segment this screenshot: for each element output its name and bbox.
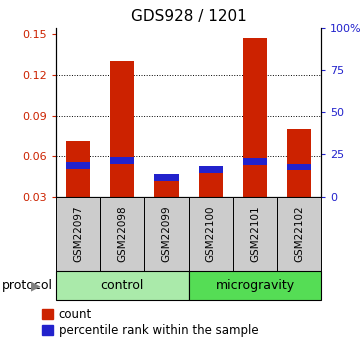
Text: GSM22100: GSM22100	[206, 206, 216, 262]
Bar	[199, 166, 223, 173]
Bar	[188, 271, 321, 300]
Bar	[56, 271, 188, 300]
Legend: count, percentile rank within the sample: count, percentile rank within the sample	[42, 308, 258, 337]
Text: GSM22099: GSM22099	[161, 205, 171, 262]
Bar	[155, 180, 179, 197]
Bar	[188, 197, 233, 271]
Text: protocol: protocol	[2, 279, 53, 292]
Bar	[243, 38, 267, 197]
Bar	[66, 162, 90, 169]
Bar	[100, 197, 144, 271]
Text: control: control	[101, 279, 144, 292]
Bar	[243, 158, 267, 165]
Bar	[144, 197, 188, 271]
Text: GSM22098: GSM22098	[117, 205, 127, 262]
Bar	[56, 197, 100, 271]
Text: ▶: ▶	[31, 279, 41, 292]
Bar	[199, 172, 223, 197]
Text: GSM22102: GSM22102	[294, 205, 304, 262]
Bar	[277, 197, 321, 271]
Text: microgravity: microgravity	[216, 279, 295, 292]
Bar	[110, 157, 134, 164]
Bar	[287, 129, 311, 197]
Text: GSM22101: GSM22101	[250, 205, 260, 262]
Bar	[66, 141, 90, 197]
Text: GSM22097: GSM22097	[73, 205, 83, 262]
Bar	[155, 174, 179, 181]
Bar	[110, 61, 134, 197]
Title: GDS928 / 1201: GDS928 / 1201	[131, 9, 247, 24]
Bar	[287, 164, 311, 170]
Bar	[233, 197, 277, 271]
